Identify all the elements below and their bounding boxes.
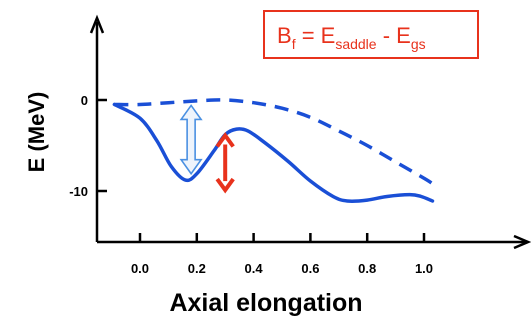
- annotation-layer: [179, 104, 235, 194]
- binding-energy-formula: Bf = Esaddle - Egs: [277, 23, 426, 52]
- formula-sub-gs: gs: [411, 36, 426, 52]
- axis-ticks: 0.0 0.2 0.4 0.6 0.8 1.0 0 -10: [69, 93, 433, 276]
- saddle-barrier-arrow-head-down: [215, 177, 235, 194]
- y-tick-label: -10: [69, 184, 88, 199]
- formula-sep: - E: [377, 23, 411, 48]
- x-tick-label: 0.4: [245, 261, 264, 276]
- x-tick-label: 0.2: [188, 261, 206, 276]
- y-axis-arrowhead: [89, 14, 105, 34]
- formula-sub-f: f: [292, 36, 296, 52]
- solid-energy-curve: [112, 102, 435, 203]
- saddle-barrier-arrow-head-up: [215, 132, 235, 148]
- x-tick-label: 1.0: [415, 261, 433, 276]
- x-tick-label: 0.0: [131, 261, 149, 276]
- formula-sub-saddle: saddle: [335, 36, 376, 52]
- x-tick-label: 0.8: [358, 261, 376, 276]
- formula-mid: = E: [296, 23, 336, 48]
- x-axis-label: Axial elongation: [169, 289, 362, 317]
- y-axis-label: E (MeV): [24, 92, 49, 173]
- formula-base: B: [277, 23, 292, 48]
- formula-box: [263, 10, 479, 59]
- dashed-energy-curve: [114, 98, 434, 186]
- x-tick-label: 0.6: [301, 261, 319, 276]
- ground-state-depth-arrow: [179, 104, 203, 176]
- x-axis-arrowhead: [513, 234, 531, 250]
- y-tick-label: 0: [81, 93, 88, 108]
- series-layer: [112, 98, 435, 203]
